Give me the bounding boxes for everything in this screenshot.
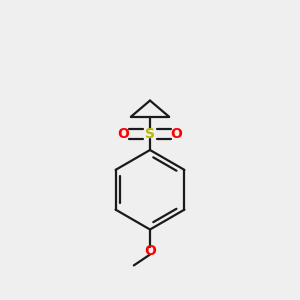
Text: O: O bbox=[118, 127, 129, 141]
Text: S: S bbox=[145, 127, 155, 141]
Text: O: O bbox=[144, 244, 156, 258]
Text: O: O bbox=[171, 127, 182, 141]
